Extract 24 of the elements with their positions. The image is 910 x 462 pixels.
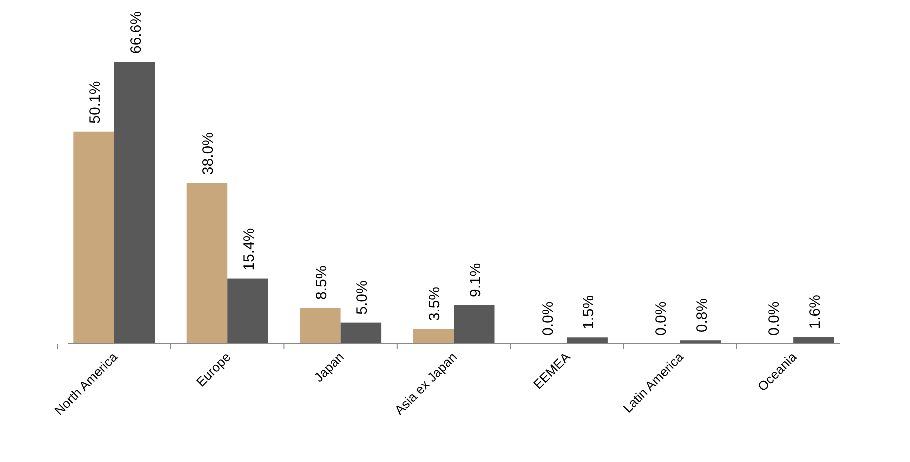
data-label: 0.0%	[653, 302, 670, 336]
data-label: 50.1%	[87, 81, 104, 124]
bar	[567, 338, 608, 344]
data-label: 3.5%	[426, 286, 444, 322]
data-label: 8.5%	[313, 266, 330, 300]
data-label: 0.8%	[694, 298, 711, 333]
bar	[114, 62, 156, 344]
data-label: 15.4%	[240, 228, 258, 271]
data-label: 66.6%	[128, 11, 145, 54]
data-label: 38.0%	[200, 132, 218, 176]
bar	[794, 337, 834, 344]
data-label: 1.6%	[806, 295, 824, 330]
data-label: 0.0%	[540, 302, 557, 336]
bar	[228, 278, 268, 344]
bar	[74, 132, 114, 344]
bar	[413, 329, 454, 344]
data-label: 1.5%	[580, 295, 598, 330]
data-label: 9.1%	[467, 263, 484, 298]
data-label: 5.0%	[354, 280, 372, 315]
data-label: 0.0%	[766, 302, 784, 336]
bar	[300, 308, 341, 344]
bar	[340, 322, 382, 344]
bar	[186, 183, 228, 344]
bar	[454, 305, 495, 344]
